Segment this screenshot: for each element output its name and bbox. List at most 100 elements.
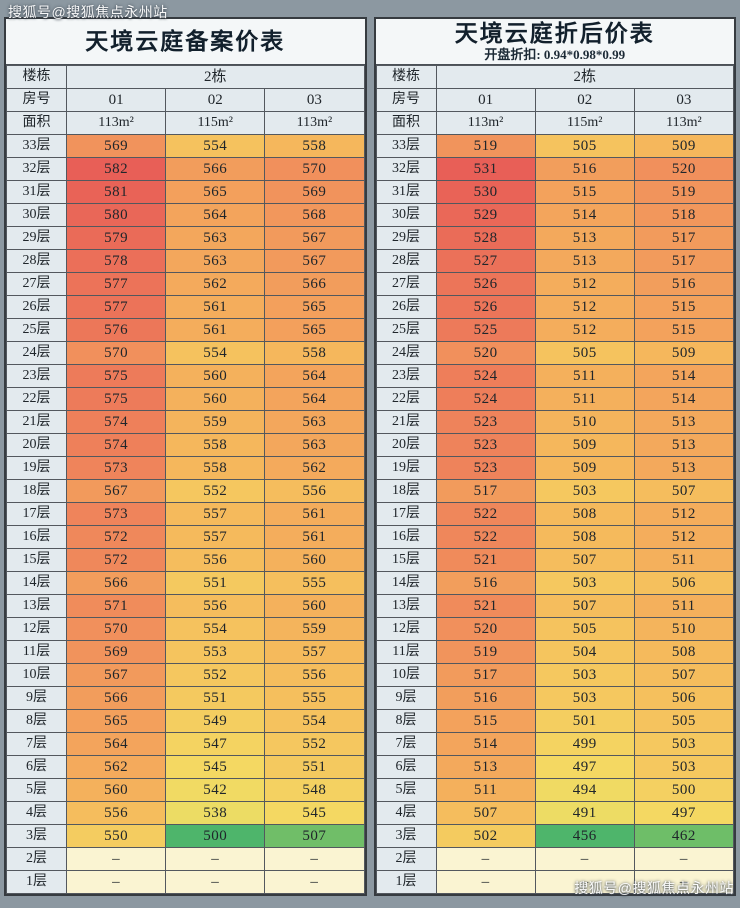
floor-label: 11层 bbox=[6, 640, 67, 664]
price-cell: 508 bbox=[534, 525, 635, 549]
price-cell: 555 bbox=[264, 571, 365, 595]
floor-row: 8层 515 501 505 bbox=[375, 709, 735, 733]
price-cell: 513 bbox=[435, 755, 536, 779]
floor-label: 24层 bbox=[375, 341, 437, 365]
price-cell: 499 bbox=[534, 732, 635, 756]
floor-row: 31层 581 565 569 bbox=[6, 180, 365, 204]
floor-row: 1层 – – – bbox=[375, 870, 735, 894]
price-cell: 520 bbox=[633, 157, 735, 181]
price-cell: 569 bbox=[264, 180, 365, 204]
floor-label: 19层 bbox=[6, 456, 67, 480]
floor-label: 20层 bbox=[375, 433, 437, 457]
price-cell: 503 bbox=[534, 571, 635, 595]
price-cell: 510 bbox=[633, 617, 735, 641]
price-cell: 577 bbox=[65, 272, 167, 296]
floor-label: 14层 bbox=[375, 571, 437, 595]
floor-row: 29层 579 563 567 bbox=[6, 226, 365, 250]
price-cell: 554 bbox=[165, 341, 266, 365]
price-cell: 500 bbox=[633, 778, 735, 802]
price-cell: 559 bbox=[165, 410, 266, 434]
price-cell: 517 bbox=[435, 479, 536, 503]
price-cell: 558 bbox=[165, 433, 266, 457]
price-cell: 561 bbox=[165, 295, 266, 319]
price-cell: 515 bbox=[633, 318, 735, 342]
price-cell: 566 bbox=[65, 571, 167, 595]
price-cell: 569 bbox=[65, 134, 167, 158]
price-cell: 550 bbox=[65, 824, 167, 848]
floor-row: 19层 523 509 513 bbox=[375, 456, 735, 480]
floor-row: 19层 573 558 562 bbox=[6, 456, 365, 480]
price-cell: 574 bbox=[65, 410, 167, 434]
discounted-price-table: 天境云庭折后价表 开盘折扣: 0.94*0.98*0.99 楼栋 2栋 房号 01 02… bbox=[373, 17, 736, 896]
floor-row: 4层 507 491 497 bbox=[375, 801, 735, 825]
floor-label: 4层 bbox=[6, 801, 67, 825]
price-cell: 549 bbox=[165, 709, 266, 733]
floor-row: 12层 570 554 559 bbox=[6, 617, 365, 641]
building-value: 2栋 bbox=[66, 65, 365, 89]
floor-row: 18层 517 503 507 bbox=[375, 479, 735, 503]
price-cell: 566 bbox=[264, 272, 365, 296]
floor-label: 30层 bbox=[375, 203, 437, 227]
price-cell: – bbox=[165, 847, 266, 871]
watermark-bottom-right: 搜狐号@搜狐焦点永州站 bbox=[574, 880, 734, 896]
floor-label: 8层 bbox=[6, 709, 67, 733]
price-cell: 555 bbox=[264, 686, 365, 710]
price-cell: 578 bbox=[65, 249, 167, 273]
floor-row: 10层 567 552 556 bbox=[6, 663, 365, 687]
floor-label: 29层 bbox=[6, 226, 67, 250]
price-cell: 525 bbox=[435, 318, 536, 342]
price-cell: 557 bbox=[165, 502, 266, 526]
price-cell: 564 bbox=[65, 732, 167, 756]
floor-label: 32层 bbox=[375, 157, 437, 181]
price-cell: 562 bbox=[65, 755, 167, 779]
floor-label: 10层 bbox=[375, 663, 437, 687]
price-cell: 507 bbox=[435, 801, 536, 825]
floor-row: 5层 560 542 548 bbox=[6, 778, 365, 802]
floor-label: 3层 bbox=[375, 824, 437, 848]
floor-row: 16层 572 557 561 bbox=[6, 525, 365, 549]
floor-row: 3层 502 456 462 bbox=[375, 824, 735, 848]
floor-row: 10层 517 503 507 bbox=[375, 663, 735, 687]
floor-label: 13层 bbox=[6, 594, 67, 618]
floor-row: 14层 516 503 506 bbox=[375, 571, 735, 595]
room-number: 01 bbox=[435, 88, 536, 112]
floor-row: 15层 521 507 511 bbox=[375, 548, 735, 572]
price-cell: 517 bbox=[633, 226, 735, 250]
price-cell: 512 bbox=[633, 525, 735, 549]
floor-row: 7层 514 499 503 bbox=[375, 732, 735, 756]
price-cell: 563 bbox=[264, 433, 365, 457]
price-cell: 551 bbox=[264, 755, 365, 779]
area-label: 面积 bbox=[6, 111, 67, 135]
price-cell: 508 bbox=[633, 640, 735, 664]
price-cell: 515 bbox=[534, 180, 635, 204]
price-cell: 501 bbox=[534, 709, 635, 733]
floor-label: 25层 bbox=[6, 318, 67, 342]
room-number: 02 bbox=[165, 88, 266, 112]
price-cell: 514 bbox=[633, 387, 735, 411]
price-cell: 582 bbox=[65, 157, 167, 181]
price-cell: 523 bbox=[435, 433, 536, 457]
price-cell: 509 bbox=[633, 341, 735, 365]
price-cell: 511 bbox=[633, 548, 735, 572]
floor-label: 22层 bbox=[6, 387, 67, 411]
price-cell: 560 bbox=[264, 548, 365, 572]
floor-label: 9层 bbox=[375, 686, 437, 710]
area-row: 面积 113m² 115m² 113m² bbox=[375, 111, 735, 135]
floor-label: 16层 bbox=[6, 525, 67, 549]
price-cell: 509 bbox=[633, 134, 735, 158]
area-value: 113m² bbox=[264, 111, 365, 135]
price-cell: 504 bbox=[534, 640, 635, 664]
price-cell: – bbox=[165, 870, 266, 894]
price-cell: 497 bbox=[633, 801, 735, 825]
floor-row: 18层 567 552 556 bbox=[6, 479, 365, 503]
watermark-top-left: 搜狐号@搜狐焦点永州站 bbox=[8, 4, 168, 20]
floor-label: 6层 bbox=[6, 755, 67, 779]
price-cell: 514 bbox=[435, 732, 536, 756]
floor-row: 1层 – – – bbox=[6, 870, 365, 894]
floor-row: 12层 520 505 510 bbox=[375, 617, 735, 641]
price-cell: 560 bbox=[264, 594, 365, 618]
floor-label: 16层 bbox=[375, 525, 437, 549]
price-cell: 575 bbox=[65, 364, 167, 388]
floor-label: 33层 bbox=[375, 134, 437, 158]
price-cell: 563 bbox=[165, 249, 266, 273]
